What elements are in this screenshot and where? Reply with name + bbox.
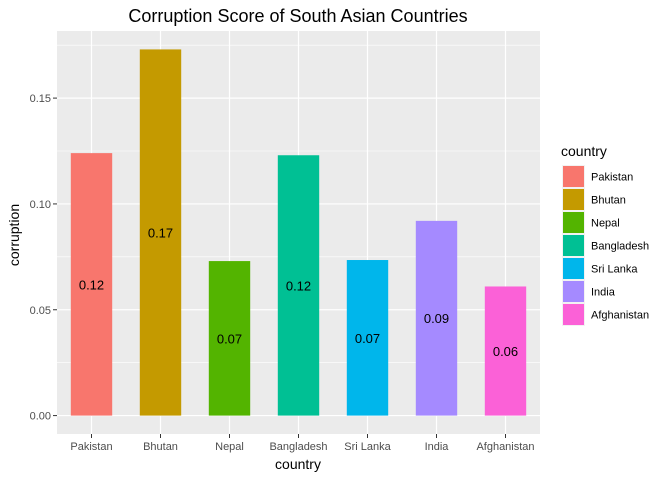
x-tick-label-bangladesh: Bangladesh	[269, 441, 327, 453]
bar-india	[415, 220, 458, 416]
legend-label-bhutan: Bhutan	[591, 195, 626, 207]
bar-bhutan	[139, 49, 182, 416]
y-axis-title: corruption	[6, 204, 22, 266]
data-label-bangladesh: 0.12	[286, 278, 311, 293]
legend-label-sri-lanka: Sri Lanka	[591, 264, 638, 276]
y-tick-label: 0.00	[30, 411, 51, 423]
x-tick-label-pakistan: Pakistan	[70, 441, 112, 453]
y-axis: 0.00 0.05 0.10 0.15	[30, 93, 57, 423]
data-label-pakistan: 0.12	[79, 277, 104, 292]
x-tick-label-afghanistan: Afghanistan	[476, 441, 534, 453]
data-label-india: 0.09	[424, 311, 449, 326]
bars	[70, 49, 527, 416]
legend-swatch-bangladesh	[563, 235, 584, 256]
x-axis: Pakistan Bhutan Nepal Bangladesh Sri Lanka In…	[70, 434, 535, 453]
legend-swatch-bhutan	[563, 189, 584, 210]
x-tick-label-sri-lanka: Sri Lanka	[344, 441, 391, 453]
bar-nepal	[208, 261, 251, 416]
bar-pakistan	[70, 153, 113, 416]
legend-swatch-nepal	[563, 212, 584, 233]
x-tick-label-nepal: Nepal	[215, 441, 244, 453]
legend-swatch-afghanistan	[563, 304, 584, 325]
data-label-afghanistan: 0.06	[493, 344, 518, 359]
bar-sri-lanka	[346, 260, 389, 416]
legend-label-afghanistan: Afghanistan	[591, 310, 649, 322]
data-label-nepal: 0.07	[217, 331, 242, 346]
legend-swatch-india	[563, 281, 584, 302]
x-tick-label-bhutan: Bhutan	[143, 441, 178, 453]
legend: country Pakistan Bhutan Nepal Bangladesh Sri…	[561, 143, 649, 326]
legend-swatch-sri-lanka	[563, 258, 584, 279]
legend-label-pakistan: Pakistan	[591, 172, 633, 184]
x-tick-label-india: India	[425, 441, 450, 453]
legend-swatch-pakistan	[563, 166, 584, 187]
y-tick-label: 0.15	[30, 93, 51, 105]
legend-title: country	[561, 143, 607, 159]
x-axis-title: country	[275, 456, 321, 472]
data-label-sri-lanka: 0.07	[355, 331, 380, 346]
y-tick-label: 0.10	[30, 199, 51, 211]
legend-label-bangladesh: Bangladesh	[591, 241, 649, 253]
data-labels: 0.12 0.17 0.07 0.12 0.07 0.09 0.06	[79, 226, 518, 360]
legend-label-nepal: Nepal	[591, 218, 620, 230]
chart-title: Corruption Score of South Asian Countrie…	[128, 6, 467, 26]
legend-label-india: India	[591, 287, 616, 299]
data-label-bhutan: 0.17	[148, 226, 173, 241]
bar-afghanistan	[484, 286, 527, 416]
y-tick-label: 0.05	[30, 305, 51, 317]
legend-items: Pakistan Bhutan Nepal Bangladesh Sri Lanka In…	[562, 165, 649, 326]
bar-bangladesh	[277, 155, 320, 416]
